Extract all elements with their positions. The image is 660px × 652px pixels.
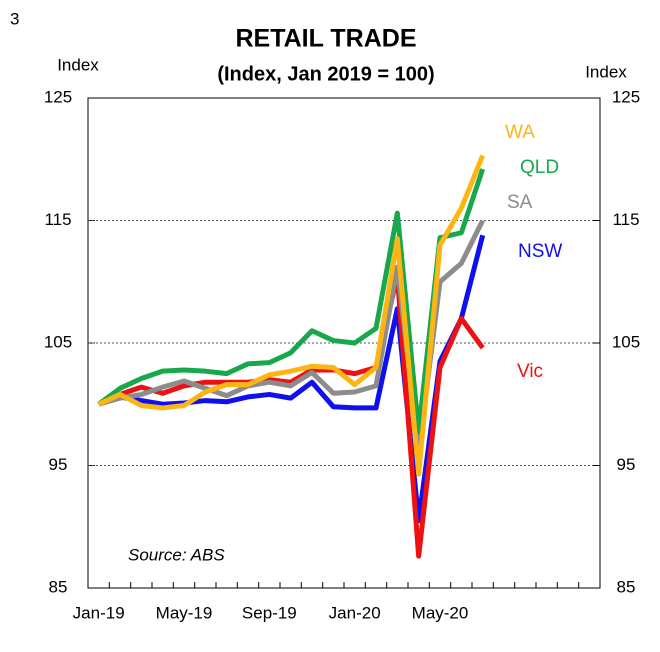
series-label: NSW	[518, 241, 562, 262]
series-label: QLD	[520, 157, 559, 178]
x-tick-label: May-19	[156, 603, 213, 622]
series-label: Vic	[517, 361, 543, 382]
source-note: Source: ABS	[128, 545, 225, 564]
chart-title: RETAIL TRADE	[235, 25, 416, 53]
y-tick-label: 115	[44, 210, 71, 229]
series-label: SA	[507, 192, 533, 213]
y2-tick-label: 115	[612, 210, 639, 229]
y2-tick-label: 105	[612, 332, 640, 351]
series-label: WA	[505, 122, 535, 143]
y2-axis-label: Index	[585, 62, 627, 81]
x-tick-label: Sep-19	[242, 603, 297, 622]
series-line	[97, 234, 486, 524]
series-line	[97, 154, 485, 477]
y-tick-label: 85	[49, 577, 68, 596]
y-tick-label: 105	[44, 332, 72, 351]
x-tick-label: Jan-19	[73, 603, 125, 622]
y2-tick-label: 125	[612, 87, 640, 106]
chart-subtitle: (Index, Jan 2019 = 100)	[217, 63, 434, 85]
page-number: 3	[10, 9, 19, 28]
y2-tick-label: 85	[617, 577, 636, 596]
x-tick-label: Jan-20	[329, 603, 381, 622]
series-line	[97, 273, 485, 559]
y-axis-label: Index	[57, 55, 99, 74]
y2-tick-label: 95	[617, 455, 636, 474]
x-tick-label: May-20	[412, 603, 469, 622]
y-tick-label: 95	[49, 455, 68, 474]
series-line	[97, 168, 486, 434]
y-tick-label: 125	[44, 87, 72, 106]
